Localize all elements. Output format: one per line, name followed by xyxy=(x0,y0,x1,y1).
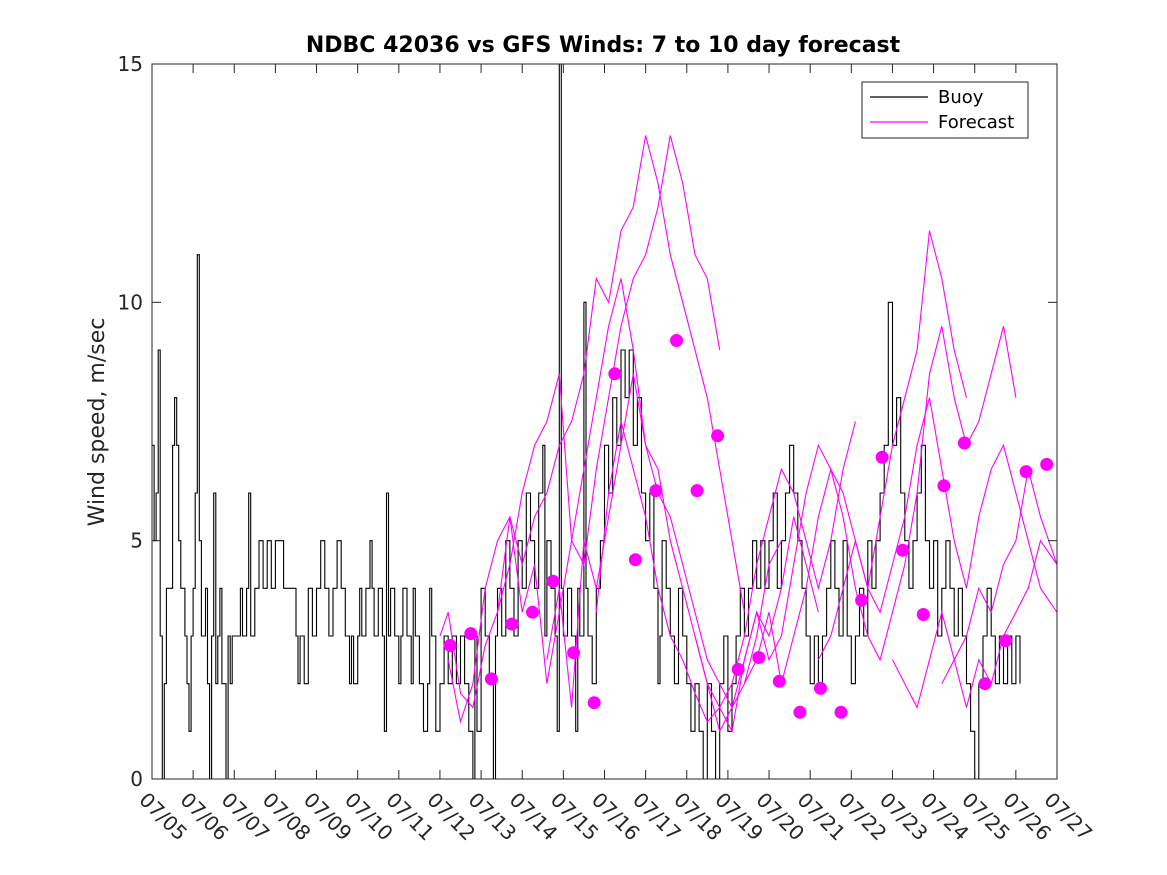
forecast-point-4 xyxy=(505,617,519,631)
forecast-point-8 xyxy=(587,696,601,710)
forecast-point-17 xyxy=(772,674,786,688)
forecast-point-30 xyxy=(1040,457,1054,471)
forecast-point-3 xyxy=(484,672,498,686)
series-line-forecast-run-9 xyxy=(892,469,1057,710)
legend-label-forecast: Forecast xyxy=(938,112,1014,133)
chart-title: NDBC 42036 vs GFS Winds: 7 to 10 day for… xyxy=(306,33,901,58)
forecast-point-18 xyxy=(793,705,807,719)
forecast-point-16 xyxy=(752,651,766,664)
series-line-forecast-run-5 xyxy=(595,421,856,723)
forecast-point-5 xyxy=(526,605,539,619)
forecast-point-24 xyxy=(916,608,930,621)
forecast-point-14 xyxy=(711,429,725,443)
series-line-forecast-run-7 xyxy=(743,326,1017,684)
y-tick-label: 10 xyxy=(118,290,143,314)
forecast-point-15 xyxy=(731,662,745,676)
forecast-point-11 xyxy=(649,484,663,498)
legend-box xyxy=(861,81,1029,139)
forecast-point-26 xyxy=(957,436,971,450)
forecast-point-12 xyxy=(670,334,683,347)
forecast-point-7 xyxy=(567,646,581,660)
forecast-point-25 xyxy=(937,479,951,493)
series-line-forecast-run-8 xyxy=(817,397,1057,661)
forecast-point-19 xyxy=(814,681,827,695)
series-line-buoy xyxy=(152,64,1021,779)
forecast-point-28 xyxy=(999,634,1013,648)
forecast-point-23 xyxy=(896,543,910,557)
forecast-point-21 xyxy=(855,593,869,607)
forecast-point-2 xyxy=(464,627,478,641)
series-line-forecast-run-4 xyxy=(546,373,819,734)
forecast-point-6 xyxy=(546,574,560,588)
forecast-point-20 xyxy=(834,705,848,719)
y-tick-label: 5 xyxy=(130,529,143,553)
series-line-forecast-run-10 xyxy=(941,539,1057,708)
forecast-point-9 xyxy=(608,367,622,381)
series-line-forecast-run-2 xyxy=(447,135,745,724)
plot-area xyxy=(152,64,1057,779)
forecast-point-13 xyxy=(690,484,704,498)
forecast-point-27 xyxy=(978,677,992,691)
y-axis-label: Wind speed, m/sec xyxy=(85,318,110,527)
forecast-point-29 xyxy=(1019,465,1033,479)
forecast-point-22 xyxy=(875,450,889,464)
forecast-point-10 xyxy=(628,553,642,567)
legend: Buoy Forecast xyxy=(861,81,1029,139)
x-tick-label: 07/27 xyxy=(1039,788,1097,846)
series-line-forecast-run-3 xyxy=(496,278,782,709)
legend-label-buoy: Buoy xyxy=(938,87,984,108)
y-tick-label: 15 xyxy=(118,52,143,76)
y-tick-label: 0 xyxy=(130,767,143,791)
series-line-forecast-run-1 xyxy=(439,135,721,709)
forecast-point-1 xyxy=(443,639,457,652)
plot-series-group xyxy=(152,64,1057,779)
